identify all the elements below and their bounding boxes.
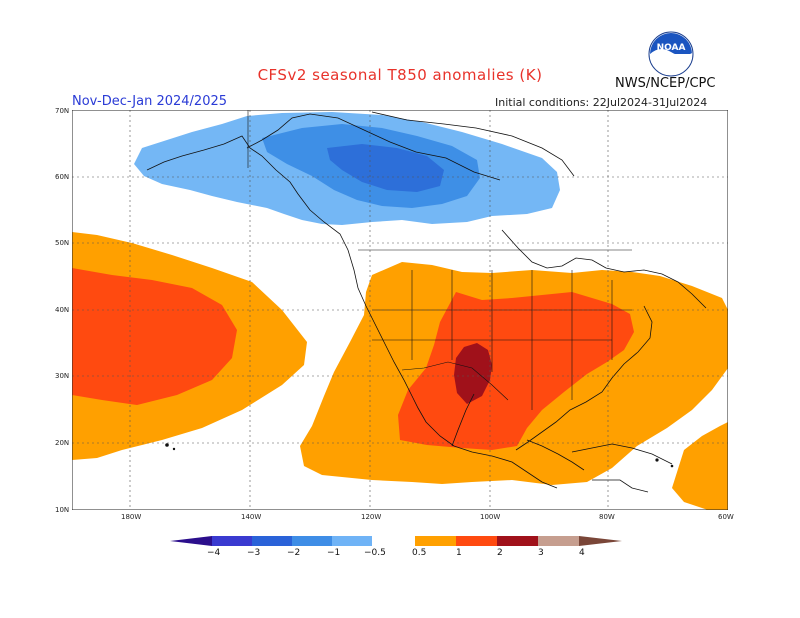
colorbar-label: −3 [247,548,261,558]
colorbar-label: 3 [538,548,544,558]
colorbar-high-arrow [579,536,622,546]
colorbar-segment [456,536,497,546]
noaa-logo-icon: NOAA [648,31,694,77]
colorbar-segment [212,536,252,546]
lon-label: 120W [361,513,382,521]
lon-label: 60W [718,513,734,521]
lat-label: 20N [55,439,70,447]
lon-label: 100W [480,513,501,521]
colorbar-label: 0.5 [412,548,427,558]
lat-label: 60N [55,173,70,181]
colorbar-segment [252,536,292,546]
coastlines [146,111,707,493]
lon-label: 80W [599,513,615,521]
colorbar-label: −2 [287,548,301,558]
agency-label: NWS/NCEP/CPC [615,76,716,91]
colorbar-label: 1 [456,548,462,558]
logo-text: NOAA [657,43,686,53]
colorbar-segment [332,536,372,546]
islands [165,443,674,468]
anomaly-dark-blue [327,144,444,192]
colorbar-label: −4 [207,548,221,558]
colorbar-segment [292,536,332,546]
colorbar-label: −0.5 [364,548,386,558]
lat-label: 70N [55,107,70,115]
anomaly-red-continent [398,292,634,450]
lat-label: 40N [55,306,70,314]
lon-label: 140W [241,513,262,521]
colorbar-segment [372,536,415,546]
colorbar-low-arrow [170,536,212,546]
anomaly-darkred-texas [454,343,492,404]
lat-label: 30N [55,372,70,380]
season-label: Nov-Dec-Jan 2024/2025 [72,94,228,109]
map-title: CFSv2 seasonal T850 anomalies (K) [257,66,543,84]
colorbar-segment [415,536,456,546]
lat-label: 50N [55,239,70,247]
initial-conditions-label: Initial conditions: 22Jul2024-31Jul2024 [495,96,708,109]
lon-label: 180W [121,513,142,521]
gridlines [72,110,728,510]
colorbar-label: −1 [327,548,341,558]
anomaly-orange-caribbean [672,422,728,510]
colorbar-segment [538,536,579,546]
colorbar-segment [497,536,538,546]
anomaly-red-pacific [72,268,237,405]
negative-anomaly-region [134,112,560,225]
positive-anomaly-region [72,232,728,510]
colorbar-label: 4 [579,548,585,558]
lat-label: 10N [55,506,70,514]
colorbar [170,536,622,546]
anomaly-map [72,110,728,510]
colorbar-label: 2 [497,548,503,558]
